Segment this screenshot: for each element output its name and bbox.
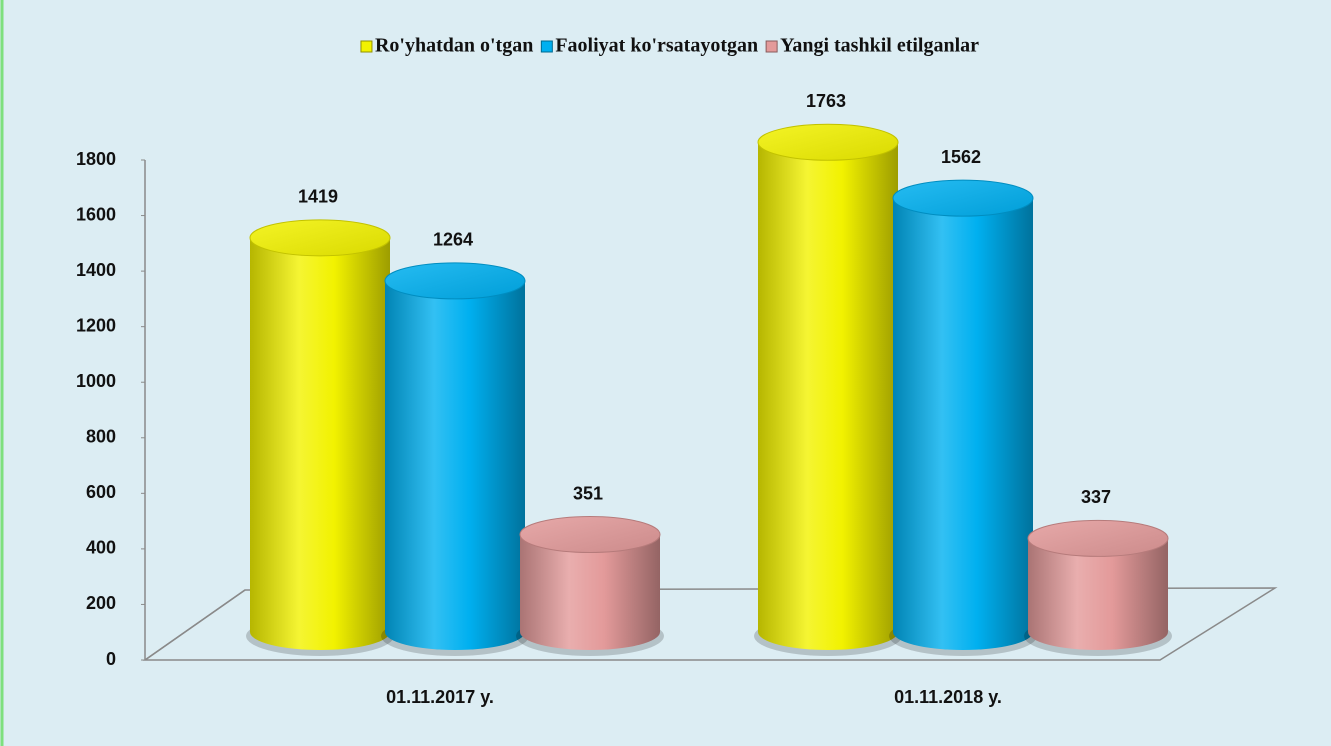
- y-tick-label: 1000: [76, 371, 116, 391]
- y-tick-label: 400: [86, 538, 116, 558]
- data-label: 351: [573, 483, 603, 503]
- y-tick-label: 800: [86, 427, 116, 447]
- cylinder-body: [1028, 538, 1168, 650]
- x-tick-label: 01.11.2017 y.: [386, 687, 494, 707]
- cylinder-body: [893, 198, 1033, 650]
- cylinder-top: [249, 219, 391, 257]
- floor-edge: [144, 589, 246, 661]
- cylinder-body: [758, 142, 898, 650]
- cylinder-top: [1027, 519, 1169, 557]
- legend-swatch: [540, 40, 553, 53]
- cylinder-top: [892, 179, 1034, 217]
- y-tick-label: 1200: [76, 315, 116, 335]
- data-label: 1419: [298, 187, 338, 207]
- cylinder-top: [519, 516, 661, 553]
- data-label: 1562: [941, 147, 981, 167]
- data-label: 1264: [433, 230, 473, 250]
- cylinder-top: [757, 123, 899, 161]
- cylinder-body: [520, 534, 660, 650]
- cylinder-body: [250, 237, 390, 651]
- cylinder-top: [384, 262, 526, 300]
- y-tick-label: 600: [86, 482, 116, 502]
- legend-swatch: [765, 40, 778, 53]
- cylinder-body: [385, 280, 525, 650]
- legend-label: Yangi tashkil etilganlar: [780, 35, 979, 57]
- data-label: 337: [1081, 487, 1111, 507]
- data-label: 1763: [806, 91, 846, 111]
- y-tick-label: 1600: [76, 204, 116, 224]
- legend-swatch: [360, 40, 373, 53]
- y-tick-label: 200: [86, 593, 116, 613]
- y-tick-label: 1400: [76, 260, 116, 280]
- legend-label: Ro'yhatdan o'tgan: [375, 35, 533, 57]
- y-tick-label: 1800: [76, 149, 116, 169]
- x-tick-label: 01.11.2018 y.: [894, 687, 1002, 707]
- legend-label: Faoliyat ko'rsatayotgan: [555, 35, 758, 57]
- y-tick-label: 0: [106, 649, 116, 669]
